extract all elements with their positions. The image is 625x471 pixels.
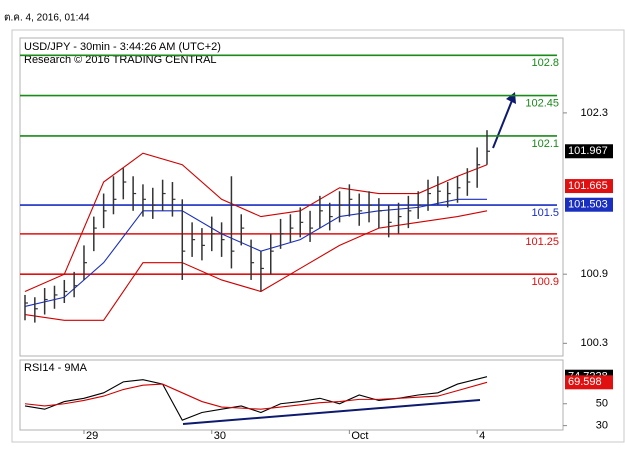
x-tick-label: 4 <box>479 430 485 442</box>
price-tag-label: 101.967 <box>568 145 608 157</box>
price-tag <box>565 197 613 212</box>
y-tick-label: 100.3 <box>580 337 608 349</box>
price-tag-label: 69.598 <box>568 376 602 388</box>
x-tick-label: 29 <box>86 430 98 442</box>
rsi-trendline <box>182 399 481 425</box>
y-tick-label: 30 <box>596 420 608 432</box>
level-label: 102.1 <box>531 138 559 150</box>
price-tag-label: 101.665 <box>568 180 608 192</box>
level-label: 101.5 <box>531 207 559 219</box>
rsi-panel <box>19 359 564 431</box>
price-tag <box>565 144 613 159</box>
y-tick-label: 102.3 <box>580 107 608 119</box>
x-tick-label: 30 <box>214 430 226 442</box>
y-tick-label: 100.9 <box>580 268 608 280</box>
price-tag <box>565 375 613 390</box>
indicator-line <box>24 381 488 410</box>
level-label: 101.25 <box>525 236 559 248</box>
chart-subtitle: Research © 2016 TRADING CENTRAL <box>24 54 217 66</box>
level-label: 102.45 <box>525 98 559 110</box>
chart-title: USD/JPY - 30min - 3:44:26 AM (UTC+2) <box>24 41 221 53</box>
timestamp: ต.ค. 4, 2016, 01:44 <box>4 13 90 24</box>
level-label: 102.8 <box>531 57 559 69</box>
x-tick-label: Oct <box>351 430 368 442</box>
main-panel <box>19 37 564 357</box>
y-tick-label: 50 <box>596 398 608 410</box>
price-tag-label: 101.503 <box>568 199 608 211</box>
price-tag <box>565 179 613 194</box>
level-label: 100.9 <box>531 276 559 288</box>
forecast-arrow <box>492 97 514 149</box>
rsi-title: RSI14 - 9MA <box>24 362 88 374</box>
